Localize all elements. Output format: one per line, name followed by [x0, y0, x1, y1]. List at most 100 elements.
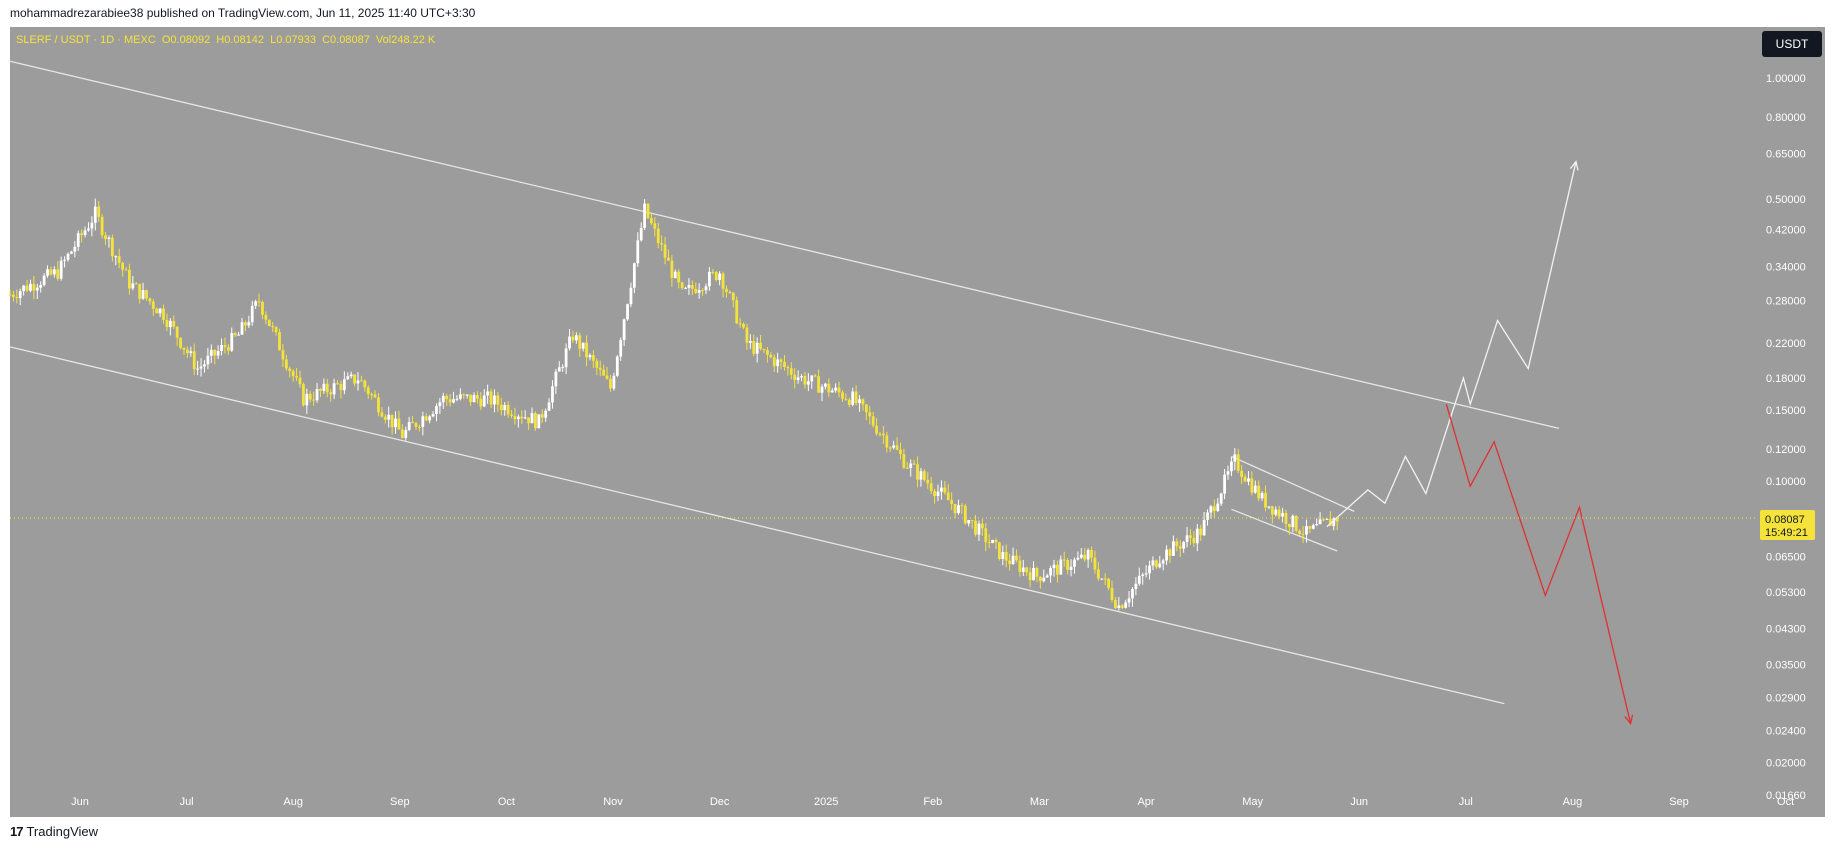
candle-body: [742, 323, 745, 328]
candle-body: [1298, 530, 1302, 534]
candle-body: [612, 375, 616, 389]
candle-body: [342, 379, 346, 391]
candle-body: [182, 347, 186, 350]
candle-body: [148, 298, 152, 302]
candle-body: [766, 349, 769, 355]
candle-body: [305, 393, 309, 406]
candle-body: [878, 433, 882, 435]
price-tick-label: 0.65000: [1766, 148, 1806, 160]
symbol-ohlc-info[interactable]: SLERF / USDT · 1D · MEXC O0.08092 H0.081…: [16, 34, 436, 46]
candle-body: [56, 269, 60, 279]
candle-body: [643, 203, 646, 228]
price-tick-label: 0.02900: [1766, 693, 1806, 705]
candle-body: [1137, 575, 1141, 584]
candle-body: [138, 283, 142, 299]
candle-body: [1253, 485, 1257, 493]
footer-branding[interactable]: 17 TradingView: [10, 824, 98, 839]
published-caption: mohammadrezarabiee38 published on Tradin…: [10, 6, 476, 20]
candle-body: [684, 287, 687, 289]
candle-body: [414, 423, 418, 427]
candle-body: [250, 305, 254, 323]
candle-body: [540, 414, 544, 418]
candle-body: [400, 429, 404, 438]
candle-body: [759, 342, 762, 349]
candle-body: [957, 505, 960, 514]
candle-body: [786, 366, 790, 369]
bullish-projection-path: [1326, 161, 1577, 528]
candle-body: [769, 354, 773, 358]
candle-body: [991, 540, 994, 543]
currency-button[interactable]: USDT: [1762, 31, 1822, 57]
candle-body: [261, 302, 264, 315]
candle-body: [267, 319, 271, 326]
candle-body: [223, 345, 227, 348]
candle-body: [295, 376, 298, 378]
candle-body: [1124, 602, 1128, 608]
candle-body: [1247, 478, 1250, 482]
candle-body: [264, 314, 268, 320]
candle-body: [49, 269, 53, 275]
candle-body: [52, 269, 56, 275]
candle-body: [274, 327, 278, 333]
candle-body: [1281, 512, 1284, 517]
candle-body: [1240, 470, 1244, 477]
candle-body: [1325, 518, 1329, 520]
time-tick-label: Oct: [1777, 796, 1794, 808]
candle-body: [626, 304, 629, 320]
candle-body: [332, 383, 336, 395]
candle-body: [909, 463, 913, 469]
chart-pane[interactable]: [10, 27, 1825, 817]
candle-body: [353, 374, 356, 384]
candle-body: [145, 290, 148, 299]
candle-body: [168, 320, 172, 328]
candle-body: [1277, 509, 1281, 517]
candle-body: [114, 256, 118, 258]
candle-body: [397, 418, 401, 430]
price-tick-label: 0.18000: [1766, 373, 1806, 385]
candle-body: [588, 355, 592, 358]
candle-body: [793, 374, 797, 381]
price-tick-label: 0.50000: [1766, 194, 1806, 206]
candle-body: [837, 387, 841, 393]
candle-body: [554, 371, 558, 387]
candle-body: [390, 414, 394, 428]
candle-body: [1151, 560, 1155, 566]
candle-body: [779, 359, 783, 362]
candle-body: [595, 360, 599, 368]
candle-body: [1021, 567, 1025, 572]
candle-body: [151, 301, 155, 309]
candle-body: [93, 206, 97, 223]
candle-body: [680, 282, 684, 289]
candle-body: [1260, 492, 1264, 499]
candle-body: [496, 395, 500, 405]
time-tick-label: Apr: [1137, 796, 1154, 808]
candle-body: [472, 395, 476, 403]
candle-body: [476, 395, 479, 399]
candle-body: [1168, 549, 1172, 556]
candle-body: [448, 399, 452, 403]
candle-body: [806, 381, 810, 385]
candle-body: [1154, 560, 1158, 568]
candle-body: [1332, 518, 1336, 526]
candle-body: [1052, 564, 1056, 569]
candle-body: [892, 445, 896, 448]
price-tick-label: 1.00000: [1766, 73, 1806, 85]
candle-body: [1107, 578, 1110, 588]
candle-body: [1209, 506, 1213, 513]
candle-body: [1066, 560, 1070, 570]
candle-body: [458, 394, 462, 399]
candle-body: [1141, 574, 1145, 576]
candle-body: [70, 251, 73, 254]
candle-body: [1018, 560, 1022, 572]
candle-body: [233, 333, 237, 336]
price-tick-label: 0.02000: [1766, 758, 1806, 770]
candle-body: [1114, 599, 1117, 608]
candle-body: [216, 350, 220, 356]
candle-body: [1120, 605, 1124, 608]
candle-body: [544, 410, 548, 418]
candle-body: [104, 235, 107, 240]
candle-body: [1267, 506, 1271, 508]
candle-body: [189, 351, 193, 354]
candle-body: [175, 326, 179, 338]
